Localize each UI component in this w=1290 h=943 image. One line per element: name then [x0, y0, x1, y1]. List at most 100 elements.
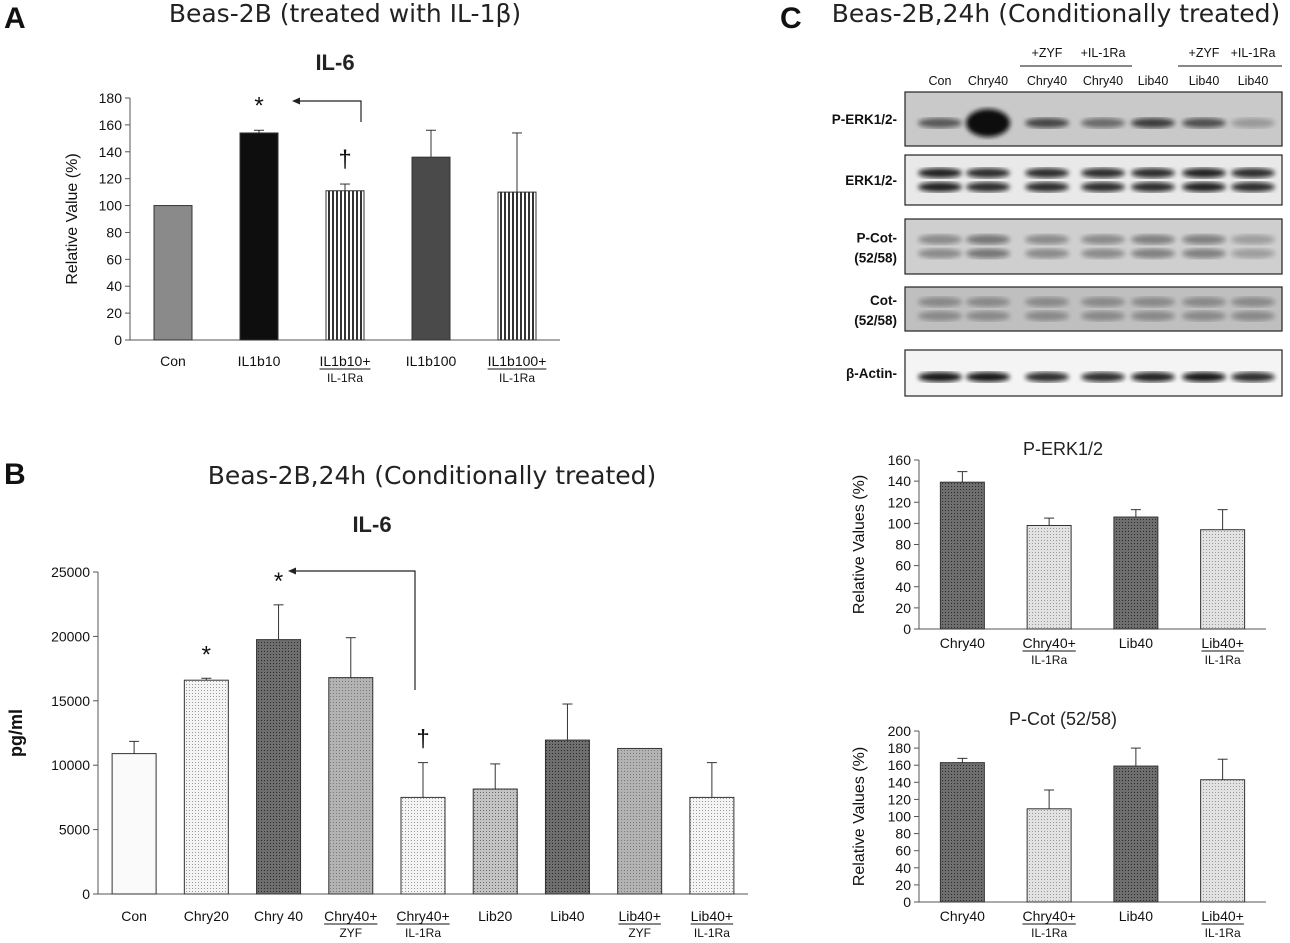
x-tick-sublabel: IL-1Ra [499, 371, 535, 385]
blot-row-label: ERK1/2- [845, 173, 897, 188]
y-tick-label: 180 [99, 90, 123, 106]
x-tick-sublabel: ZYF [628, 926, 651, 940]
blot-group-label: +ZYF [1189, 46, 1220, 60]
bar [544, 739, 590, 895]
y-tick-label: 140 [888, 774, 912, 790]
x-tick-label: Chry20 [184, 908, 229, 924]
blot-band [1231, 118, 1275, 128]
blot-band [1182, 234, 1226, 245]
y-tick-label: 0 [114, 332, 122, 348]
blot-band [1081, 248, 1125, 259]
connector-a-arrowhead [292, 97, 300, 105]
y-tick-label: 160 [888, 452, 912, 468]
y-axis-label: Relative Values (%) [851, 475, 868, 614]
blot-band [918, 168, 962, 178]
blot-band [1131, 248, 1175, 259]
bar [400, 796, 446, 895]
chart-b: 0 5000 10000 15000 20000 25000 Con Chry20 Chry 4… [6, 564, 748, 940]
bar [183, 679, 229, 895]
x-tick-label: Chry40+ [1022, 635, 1075, 651]
y-tick-label: 120 [888, 494, 912, 510]
y-tick-label: 0 [903, 894, 911, 910]
x-tick-label: IL1b10 [238, 353, 281, 369]
panel-a-title: Beas-2B (treated with IL-1β) [169, 0, 521, 28]
blot-lane-label: Chry40 [1027, 74, 1067, 88]
panel-letter-b: B [4, 458, 26, 491]
bar [239, 132, 279, 341]
blot-band [1131, 234, 1175, 245]
blot-row-label: P-ERK1/2- [832, 112, 897, 127]
blot-band [1231, 182, 1275, 192]
bar [497, 191, 537, 341]
blot-row-label: Cot- [870, 293, 897, 308]
blot-lane-label: Lib40 [1138, 74, 1169, 88]
x-tick-label: IL1b100 [406, 353, 457, 369]
blot-band [1081, 372, 1125, 382]
y-tick-label: 120 [888, 791, 912, 807]
blot-band [1025, 297, 1069, 307]
significance-dagger: † [416, 726, 429, 753]
y-axis-label: Relative Values (%) [851, 747, 868, 886]
y-tick-label: 20 [895, 877, 911, 893]
y-tick-label: 60 [106, 251, 122, 267]
chart-c2-title: P-Cot (52/58) [1009, 709, 1117, 729]
y-tick-label: 100 [99, 198, 123, 214]
blot-band [966, 311, 1010, 321]
bar [939, 481, 985, 630]
bar [689, 796, 735, 895]
blot-lane-label: Lib40 [1238, 74, 1269, 88]
blot-band [918, 372, 962, 382]
chart-a-title: IL-6 [315, 50, 354, 75]
bar [1113, 516, 1159, 630]
blot-band [1182, 297, 1226, 307]
x-tick-label: Chry40 [940, 635, 985, 651]
blot-band [918, 182, 962, 192]
y-tick-label: 140 [888, 473, 912, 489]
blot-lane-label: Lib40 [1189, 74, 1220, 88]
blot-band [1131, 372, 1175, 382]
blot-band [918, 248, 962, 259]
blot-band [1081, 168, 1125, 178]
blot-band [1182, 118, 1226, 128]
blot-lane-label: Con [929, 74, 952, 88]
y-tick-label: 80 [895, 537, 911, 553]
blot-band [1182, 372, 1226, 382]
blot-band [1231, 248, 1275, 259]
y-tick-label: 40 [106, 278, 122, 294]
blot-group-label: +IL-1Ra [1231, 46, 1276, 60]
connector-b-line [294, 570, 416, 690]
blot-row-label: P-Cot- [857, 231, 898, 246]
y-tick-label: 0 [903, 621, 911, 637]
connector-a-line [298, 100, 362, 122]
blot-strip [904, 286, 1283, 332]
significance-dagger: † [338, 146, 351, 173]
x-tick-label: Lib40+ [691, 908, 733, 924]
y-tick-label: 100 [888, 809, 912, 825]
x-tick-label: IL1b100+ [488, 353, 547, 369]
x-tick-label: IL1b10+ [320, 353, 371, 369]
y-tick-label: 20000 [51, 628, 90, 644]
x-tick-sublabel: IL-1Ra [1031, 653, 1067, 667]
y-tick-label: 20 [895, 600, 911, 616]
blot-lane-label: Chry40 [1083, 74, 1123, 88]
y-tick-label: 160 [888, 757, 912, 773]
connector-b-arrowhead [288, 567, 296, 575]
blot-band [1131, 297, 1175, 307]
blot-strip [904, 154, 1283, 206]
blot-band [918, 234, 962, 245]
x-tick-label: Lib40+ [1201, 635, 1243, 651]
x-tick-sublabel: IL-1Ra [405, 926, 441, 940]
x-tick-label: Chry40+ [396, 908, 449, 924]
y-tick-label: 0 [82, 886, 90, 902]
y-tick-label: 25000 [51, 564, 90, 580]
y-tick-label: 20 [106, 305, 122, 321]
x-tick-label: Con [160, 353, 186, 369]
x-tick-label: Con [121, 908, 147, 924]
blot-strip [904, 349, 1283, 397]
x-tick-sublabel: IL-1Ra [1205, 653, 1241, 667]
blot-band [966, 248, 1010, 259]
x-tick-label: Chry 40 [254, 908, 303, 924]
blot-band [1131, 311, 1175, 321]
blot-row-sublabel: (52/58) [854, 251, 897, 266]
